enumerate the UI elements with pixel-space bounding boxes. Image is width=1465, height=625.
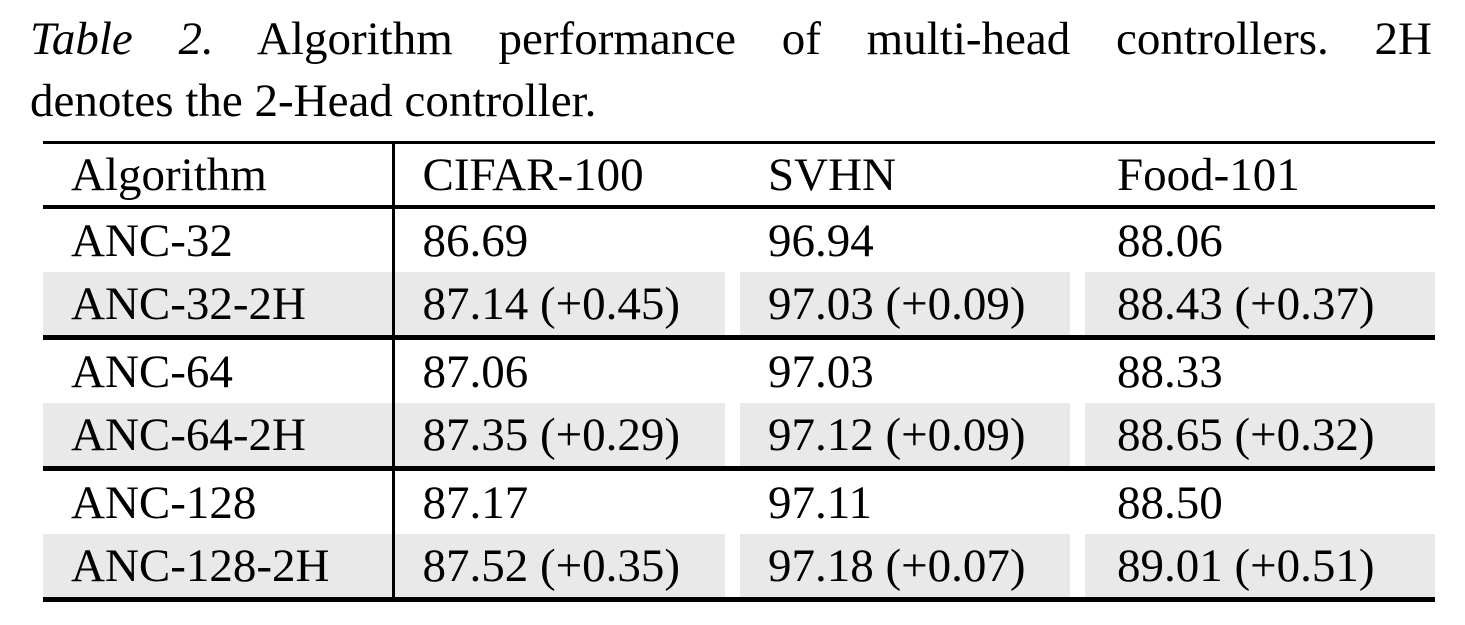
cifar100-cell: 87.17 [422,476,529,529]
svhn-cell: 97.18 (+0.07) [740,534,1085,602]
food101-cell: 88.06 [1117,214,1223,267]
svhn-cell: 97.12 (+0.09) [740,403,1085,471]
food101-cell: 88.43 (+0.37) [1085,272,1435,340]
cifar100-cell: 87.35 (+0.29) [393,403,740,471]
svhn-cell: 97.11 [768,476,873,529]
svhn-cell: 96.94 [768,214,874,267]
column-header-svhn: SVHN [740,142,1085,209]
food101-cell: 89.01 (+0.51) [1085,534,1435,602]
algorithm-cell: ANC-32 [43,207,395,272]
results-table: Algorithm CIFAR-100 SVHN Food-101 ANC-32… [43,141,1435,602]
column-header-food101: Food-101 [1085,142,1435,209]
table-row-anc-64-2h: ANC-64-2H 87.35 (+0.29) 97.12 (+0.09) 88… [43,403,1435,471]
algorithm-cell: ANC-64 [43,337,395,403]
svhn-cell: 97.03 [768,345,874,398]
cifar100-cell: 87.52 (+0.35) [393,534,740,602]
caption-text-line1: Algorithm performance of multi-head cont… [256,13,1432,65]
algorithm-cell: ANC-32-2H [43,272,395,340]
svhn-cell: 97.03 (+0.09) [740,272,1085,340]
food101-cell: 88.33 [1117,345,1223,398]
caption-line-1: Table 2. Algorithm performance of multi-… [30,8,1432,70]
algorithm-cell: ANC-128-2H [43,534,395,602]
header-row: Algorithm CIFAR-100 SVHN Food-101 [43,142,1435,209]
cifar100-cell: 87.14 (+0.45) [393,272,740,340]
table-row-anc-128-2h: ANC-128-2H 87.52 (+0.35) 97.18 (+0.07) 8… [43,534,1435,602]
food101-cell: 88.50 [1117,476,1223,529]
table-row-anc-64: ANC-64 87.06 97.03 88.33 [43,337,1435,403]
table-row-anc-32-2h: ANC-32-2H 87.14 (+0.45) 97.03 (+0.09) 88… [43,272,1435,340]
cifar100-cell: 86.69 [422,214,529,267]
table-caption: Table 2. Algorithm performance of multi-… [30,8,1432,132]
algorithm-cell: ANC-128 [43,468,395,534]
table-row-anc-128: ANC-128 87.17 97.11 88.50 [43,468,1435,534]
column-header-cifar100: CIFAR-100 [393,142,740,209]
column-header-algorithm: Algorithm [43,142,395,209]
caption-label: Table 2. [30,13,214,65]
food101-cell: 88.65 (+0.32) [1085,403,1435,471]
algorithm-cell: ANC-64-2H [43,403,395,471]
cifar100-cell: 87.06 [422,345,529,398]
table-row-anc-32: ANC-32 86.69 96.94 88.06 [43,207,1435,272]
caption-line-2: denotes the 2-Head controller. [30,75,597,127]
